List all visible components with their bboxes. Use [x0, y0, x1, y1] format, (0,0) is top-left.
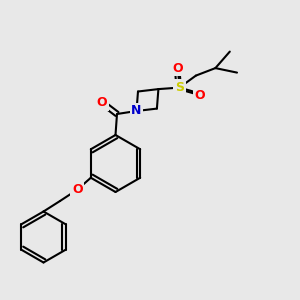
- Text: O: O: [194, 88, 205, 102]
- Text: N: N: [131, 104, 142, 118]
- Text: O: O: [97, 96, 107, 109]
- Text: O: O: [72, 183, 83, 196]
- Text: O: O: [172, 61, 183, 75]
- Text: S: S: [175, 81, 184, 94]
